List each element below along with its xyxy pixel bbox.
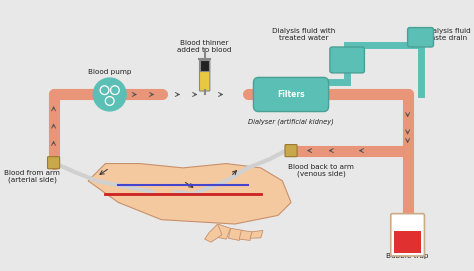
Circle shape: [112, 87, 118, 93]
Polygon shape: [228, 228, 244, 240]
FancyBboxPatch shape: [285, 144, 297, 157]
Polygon shape: [239, 230, 252, 240]
Circle shape: [93, 78, 126, 111]
Text: Dialysis fluid
waste drain: Dialysis fluid waste drain: [425, 28, 471, 41]
Polygon shape: [216, 224, 230, 239]
Text: Blood back to arm
(venous side): Blood back to arm (venous side): [288, 164, 354, 177]
Text: Bubble trap: Bubble trap: [386, 253, 429, 259]
FancyBboxPatch shape: [47, 157, 60, 169]
FancyBboxPatch shape: [391, 214, 424, 256]
Text: Dialyser (artificial kidney): Dialyser (artificial kidney): [248, 118, 334, 125]
Bar: [394, 215, 421, 231]
Polygon shape: [205, 224, 222, 242]
Polygon shape: [88, 164, 291, 224]
Bar: [394, 231, 421, 253]
Polygon shape: [250, 230, 263, 238]
Circle shape: [100, 86, 109, 95]
FancyBboxPatch shape: [254, 78, 328, 112]
Text: Dialysis fluid with
treated water: Dialysis fluid with treated water: [273, 28, 336, 41]
Text: Blood pump: Blood pump: [88, 69, 131, 75]
Circle shape: [101, 87, 108, 93]
FancyBboxPatch shape: [408, 28, 434, 47]
Circle shape: [110, 86, 119, 95]
Text: Filters: Filters: [277, 90, 305, 99]
FancyBboxPatch shape: [200, 59, 210, 91]
Text: Blood thinner
added to blood: Blood thinner added to blood: [177, 40, 232, 53]
Circle shape: [107, 98, 113, 104]
Bar: [201, 60, 209, 71]
Circle shape: [105, 97, 114, 105]
Text: Blood from arm
(arterial side): Blood from arm (arterial side): [4, 170, 60, 183]
FancyBboxPatch shape: [330, 47, 365, 73]
